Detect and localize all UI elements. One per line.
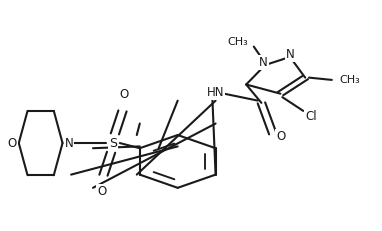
Text: N: N <box>65 137 73 149</box>
Text: Cl: Cl <box>305 110 317 123</box>
Text: O: O <box>97 185 106 198</box>
Text: HN: HN <box>207 86 225 99</box>
Text: O: O <box>276 130 285 143</box>
Text: CH₃: CH₃ <box>340 75 360 85</box>
Text: O: O <box>120 88 129 101</box>
Text: O: O <box>8 137 17 149</box>
Text: N: N <box>259 56 268 69</box>
Text: S: S <box>109 137 117 149</box>
Text: N: N <box>286 48 295 61</box>
Text: CH₃: CH₃ <box>227 37 248 47</box>
